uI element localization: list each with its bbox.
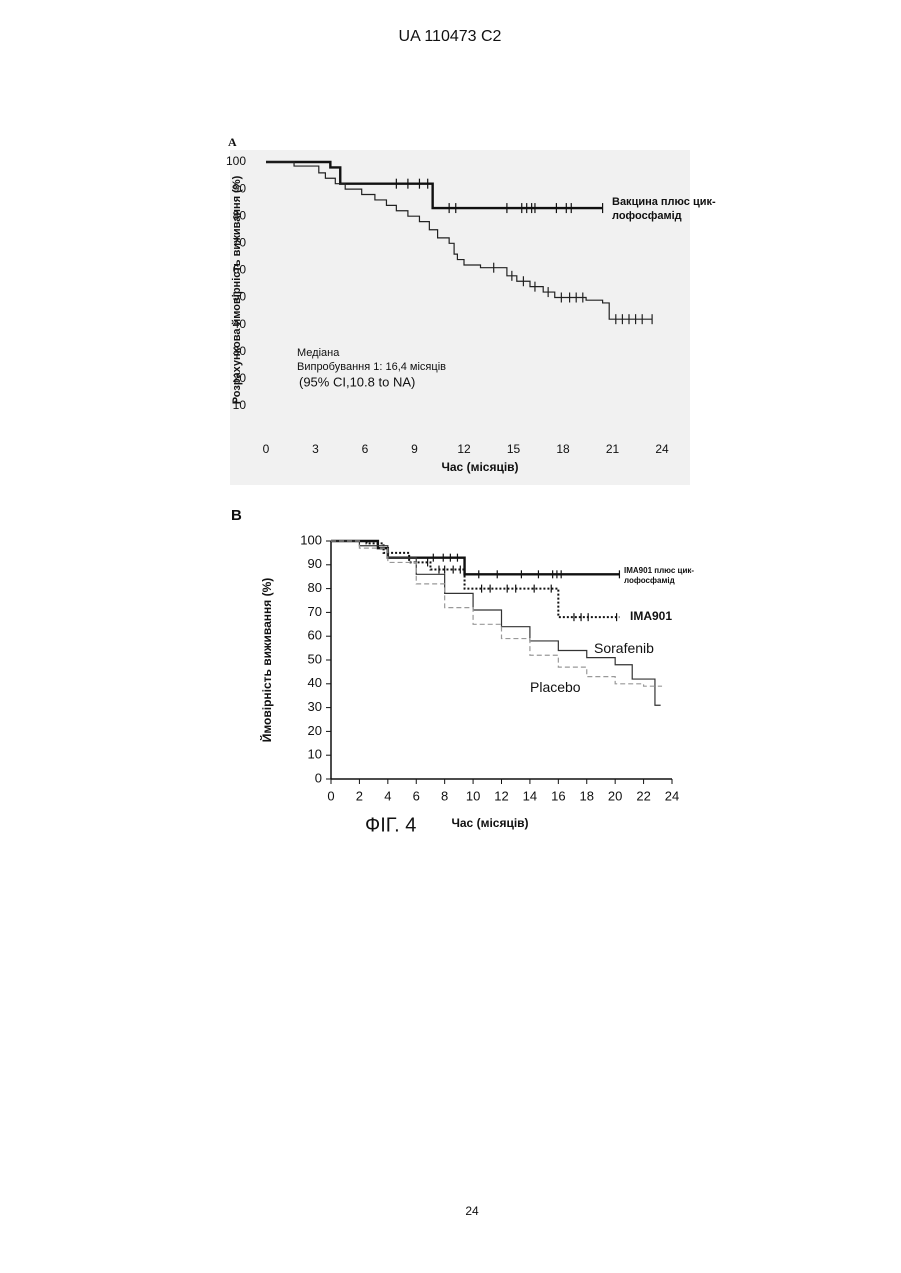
x-tick-label: 15 [507,442,521,456]
y-tick-label: 80 [308,580,322,595]
y-tick-label: 0 [315,770,322,785]
page-canvas: UA 110473 C2 ФІГ. 4 24 A1020304050607080… [0,0,901,1273]
x-tick-label: 10 [466,788,480,803]
figure-label: ФІГ. 4 [365,814,416,836]
survival-curve [331,541,662,686]
x-tick-label: 6 [362,442,369,456]
survival-curve [331,541,661,705]
page: UA 110473 C2 ФІГ. 4 24 A1020304050607080… [0,0,901,1273]
x-tick-label: 18 [580,788,594,803]
series-label: IMA901 [630,609,672,623]
x-tick-label: 0 [327,788,334,803]
series-label-line: Placebo [530,679,581,695]
y-tick-label: 40 [308,675,322,690]
x-tick-label: 20 [608,788,622,803]
x-tick-label: 3 [312,442,319,456]
y-tick-label: 60 [308,628,322,643]
x-tick-label: 14 [523,788,537,803]
x-tick-label: 9 [411,442,418,456]
x-axis-title: Час (місяців) [451,816,528,830]
y-tick-label: 50 [308,651,322,666]
x-tick-label: 24 [655,442,669,456]
x-tick-label: 8 [441,788,448,803]
panel-label: B [231,507,242,524]
y-tick-label: 10 [308,747,322,762]
patent-header: UA 110473 C2 [399,28,502,45]
x-tick-label: 18 [556,442,570,456]
y-tick-label: 100 [300,532,322,547]
series-label-line: лофосфамід [624,576,675,585]
x-axis-title: Час (місяців) [441,460,518,474]
y-tick-label: 90 [308,556,322,571]
series-label: Sorafenib [594,640,654,656]
x-tick-label: 2 [356,788,363,803]
x-tick-label: 16 [551,788,565,803]
y-tick-label: 100 [226,154,246,168]
annotation: Медіана [297,347,340,359]
panel-label: A [228,135,237,149]
annotation: Випробування 1: 16,4 місяців [297,361,446,373]
series-label-line: IMA901 плюс цик- [624,566,694,575]
series-label: IMA901 плюс цик-лофосфамід [624,566,694,585]
page-number: 24 [465,1204,479,1218]
series-label-line: IMA901 [630,609,672,623]
y-tick-label: 20 [308,723,322,738]
x-tick-label: 12 [457,442,471,456]
x-tick-label: 21 [606,442,620,456]
y-tick-label: 70 [308,604,322,619]
x-tick-label: 6 [413,788,420,803]
x-tick-label: 22 [636,788,650,803]
x-tick-label: 4 [384,788,391,803]
x-tick-label: 0 [263,442,270,456]
annotation: (95% CI,10.8 to NA) [299,374,415,389]
series-label: Placebo [530,679,581,695]
x-tick-label: 24 [665,788,679,803]
y-tick-label: 30 [308,699,322,714]
y-axis-title: Ймовірність виживання (%) [259,578,274,743]
series-label-line: лофосфамід [612,210,682,222]
y-axis-title: Розрахункова ймовірність виживання (%) [231,175,243,404]
series-label-line: Вакцина плюс цик- [612,196,716,208]
x-tick-label: 12 [494,788,508,803]
series-label-line: Sorafenib [594,640,654,656]
survival-curve [331,541,619,617]
